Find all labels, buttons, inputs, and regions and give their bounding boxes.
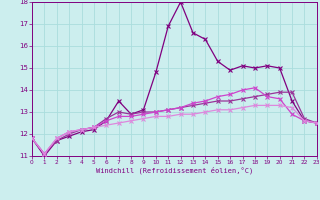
- X-axis label: Windchill (Refroidissement éolien,°C): Windchill (Refroidissement éolien,°C): [96, 167, 253, 174]
